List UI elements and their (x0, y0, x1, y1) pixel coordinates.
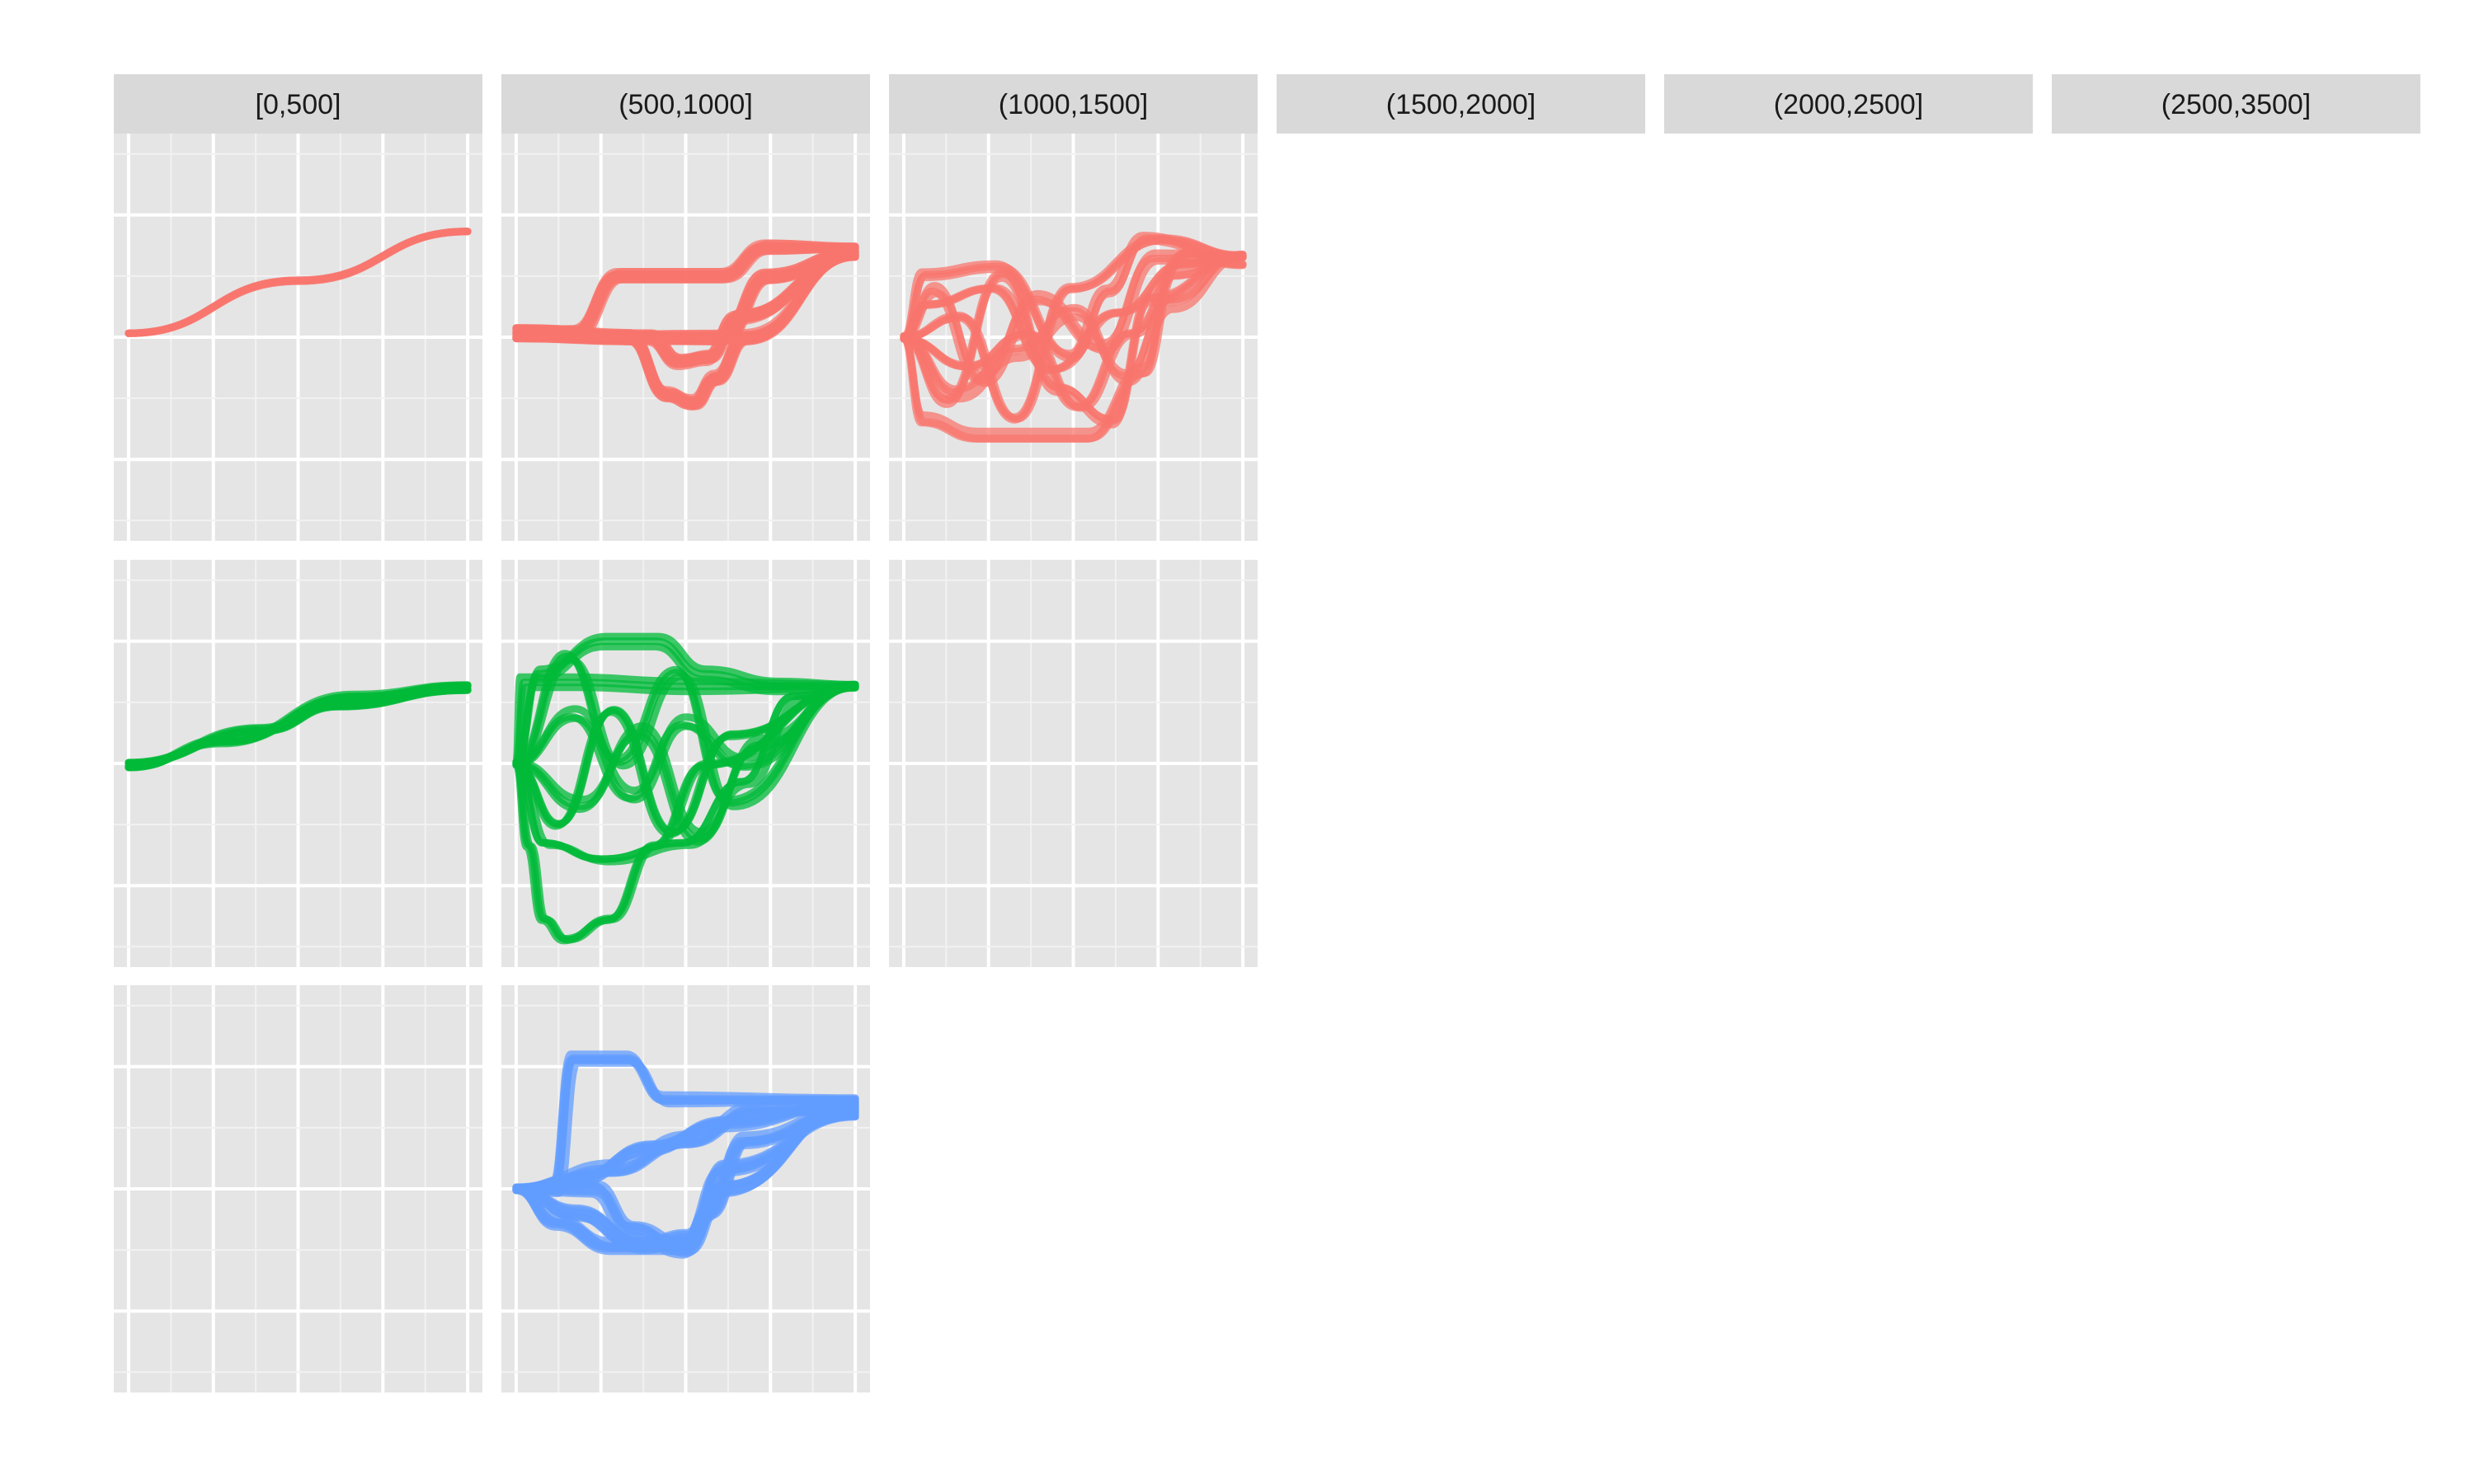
facet-panel (114, 985, 482, 1392)
facet-strip-label: (2000,2500] (1774, 89, 1924, 120)
series-line (512, 1111, 859, 1247)
series-line (900, 250, 1247, 393)
facet-panel (114, 560, 482, 967)
facet-strip-label: [0,500] (256, 89, 341, 120)
facet-panel (889, 134, 1258, 541)
facet-strip-label: (500,1000] (618, 89, 753, 120)
series-line (512, 683, 859, 846)
facet-strip-bg (889, 74, 1258, 134)
facet-strip: [0,500] (114, 74, 482, 134)
facet-strip-label: (1000,1500] (999, 89, 1149, 120)
facet-strip-bg (1277, 74, 1645, 134)
series-line (512, 1104, 859, 1252)
facet-panel (889, 560, 1258, 967)
facet-strip: (500,1000] (501, 74, 870, 134)
series-line (900, 253, 1247, 387)
series-line (125, 228, 472, 337)
series-line (512, 680, 859, 836)
series-line (512, 683, 859, 945)
facet-panels (114, 134, 1258, 1392)
facet-strip-label: (2500,3500] (2161, 89, 2312, 120)
series-line (512, 247, 859, 340)
series-line (512, 655, 859, 810)
facet-panel (501, 985, 870, 1392)
series-line (125, 681, 472, 771)
series-line (512, 681, 859, 863)
facet-strip: (2500,3500] (2052, 74, 2420, 134)
series-line (512, 673, 859, 766)
series-line (512, 683, 859, 836)
facet-strip: (1500,2000] (1277, 74, 1645, 134)
facet-strip: (1000,1500] (889, 74, 1258, 134)
series-line (900, 249, 1247, 379)
facet-strip-bg (114, 74, 482, 134)
facet-strip-bg (1664, 74, 2033, 134)
facet-strips: [0,500] (500,1000] (1000,1500] (1500,2000] (… (114, 74, 2420, 134)
facet-strip-bg (2052, 74, 2420, 134)
facet-strip: (2000,2500] (1664, 74, 2033, 134)
series-line (512, 1098, 859, 1192)
facet-panel (501, 560, 870, 967)
facet-strip-bg (501, 74, 870, 134)
series-line (900, 249, 1247, 412)
series-line (900, 251, 1247, 373)
series-line (900, 253, 1247, 403)
facet-panel (501, 134, 870, 541)
facet-strip-label: (1500,2000] (1386, 89, 1536, 120)
facet-panel (114, 134, 482, 541)
